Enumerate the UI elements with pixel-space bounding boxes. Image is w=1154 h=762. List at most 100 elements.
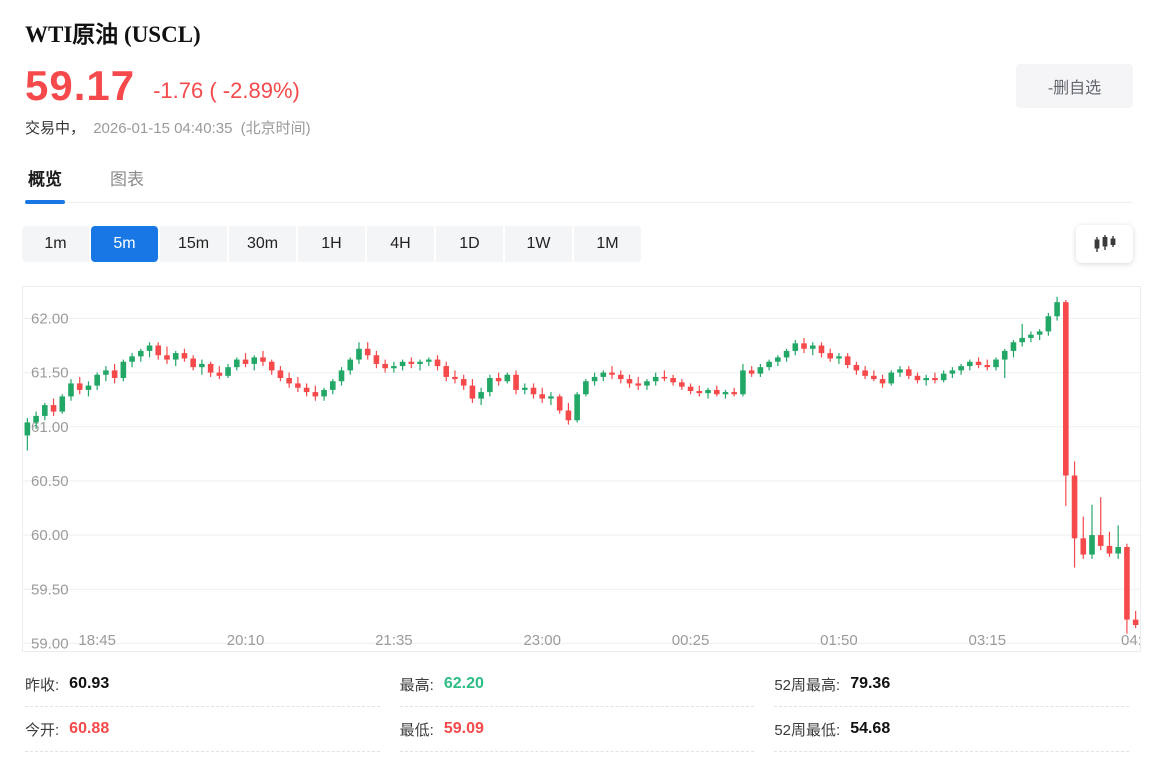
candle	[600, 370, 607, 382]
stat-label: 昨收:	[25, 676, 60, 694]
timeframe-5m[interactable]: 5m	[91, 226, 158, 262]
candle	[993, 357, 999, 371]
candle	[460, 374, 467, 390]
candle	[434, 355, 441, 371]
candle	[696, 385, 703, 397]
candle	[504, 372, 511, 384]
price-chart[interactable]: 62.00 61.50 61.00 60.50 60.00 59.50 59.00 18:45…	[22, 286, 1141, 652]
timeframe-15m[interactable]: 15m	[160, 226, 227, 262]
trading-status: 交易中，	[25, 120, 86, 137]
stats-column: 昨收: 60.93 今开: 60.88	[25, 662, 380, 752]
tab-overview[interactable]: 概览	[25, 165, 65, 204]
chart-type-button[interactable]	[1076, 225, 1133, 263]
x-axis-label: 18:45	[78, 632, 116, 649]
candle	[635, 376, 642, 390]
quote-header: WTI原油 (USCL) 59.17 -1.76 ( -2.89%) -删自选 …	[0, 0, 1154, 138]
timeframe-selector: 1m 5m 15m 30m 1H 4H 1D 1W 1M	[22, 226, 641, 262]
x-axis-label: 20:10	[227, 632, 265, 649]
timeframe-1m[interactable]: 1m	[22, 226, 89, 262]
candle	[251, 355, 258, 371]
remove-watchlist-button[interactable]: -删自选	[1016, 64, 1133, 108]
y-axis-label: 60.00	[31, 527, 69, 544]
candle	[766, 359, 772, 371]
candle	[792, 340, 799, 356]
x-axis-label: 23:00	[523, 632, 561, 649]
stat-value: 62.20	[443, 675, 484, 692]
candle	[1045, 313, 1052, 336]
candle	[1010, 340, 1017, 358]
candle	[443, 361, 450, 382]
x-axis-label: 01:50	[820, 632, 858, 649]
stat-value: 59.09	[443, 720, 484, 737]
tab-chart[interactable]: 图表	[110, 170, 144, 189]
x-axis-label: 03:15	[969, 632, 1007, 649]
candle	[1089, 504, 1095, 559]
price-row: 59.17 -1.76 ( -2.89%) -删自选	[25, 64, 1133, 108]
candle	[513, 370, 519, 395]
candle	[1097, 497, 1104, 551]
stat-high: 最高: 62.20	[399, 662, 755, 707]
candle	[50, 398, 57, 416]
candle	[417, 359, 423, 371]
timeframe-1M[interactable]: 1M	[574, 226, 641, 262]
candle	[958, 363, 964, 375]
timeframe-1W[interactable]: 1W	[505, 226, 572, 262]
candle	[644, 379, 650, 390]
y-axis-label: 61.50	[31, 365, 69, 382]
timeframe-1H[interactable]: 1H	[298, 226, 365, 262]
quote-datetime: 2026-01-15 04:40:35	[93, 120, 233, 137]
candle	[617, 370, 624, 384]
x-axis-label: 21:35	[375, 632, 413, 649]
candle	[356, 342, 362, 364]
candle	[670, 374, 676, 386]
candle	[103, 366, 109, 382]
stat-value: 54.68	[850, 720, 891, 737]
timeframe-30m[interactable]: 30m	[229, 226, 296, 262]
y-axis-label: 62.00	[31, 310, 69, 327]
candle	[809, 342, 816, 356]
candle	[364, 342, 371, 360]
stat-52w-low: 52周最低: 54.68	[774, 707, 1129, 752]
candle	[757, 363, 764, 377]
candle	[24, 418, 31, 451]
candle	[1115, 525, 1121, 559]
candle	[783, 348, 790, 362]
candle	[583, 379, 589, 397]
candle	[967, 359, 973, 371]
candle	[862, 366, 868, 380]
candle	[740, 363, 746, 397]
candle	[853, 361, 860, 375]
candle	[591, 372, 598, 386]
candle	[844, 353, 851, 369]
candle	[897, 366, 903, 377]
candle	[556, 394, 563, 414]
y-axis-label: 59.00	[31, 635, 69, 651]
candle	[138, 348, 144, 362]
candle	[76, 376, 83, 395]
stat-52w-high: 52周最高: 79.36	[774, 662, 1129, 707]
candle	[626, 374, 633, 388]
candle	[1106, 531, 1113, 557]
candle	[391, 361, 397, 373]
candle	[408, 357, 415, 369]
candle	[914, 372, 921, 384]
chart-toolbar: 1m 5m 15m 30m 1H 4H 1D 1W 1M	[22, 225, 1133, 263]
stat-prev-close: 昨收: 60.93	[25, 662, 380, 707]
stats-column: 52周最高: 79.36 52周最低: 54.68	[774, 662, 1129, 752]
stat-label: 今开:	[25, 721, 60, 739]
timeframe-1D[interactable]: 1D	[436, 226, 503, 262]
candle	[652, 372, 659, 386]
candle	[521, 383, 528, 395]
timeframe-4H[interactable]: 4H	[367, 226, 434, 262]
candle	[975, 357, 982, 369]
candle	[687, 383, 694, 395]
stats-column: 最高: 62.20 最低: 59.09	[399, 662, 755, 752]
candle	[932, 372, 938, 384]
candle	[425, 357, 432, 367]
stat-label: 最高:	[399, 676, 434, 694]
candle	[207, 361, 214, 377]
candle	[949, 367, 956, 378]
candle	[129, 353, 135, 368]
candle	[1036, 329, 1043, 341]
